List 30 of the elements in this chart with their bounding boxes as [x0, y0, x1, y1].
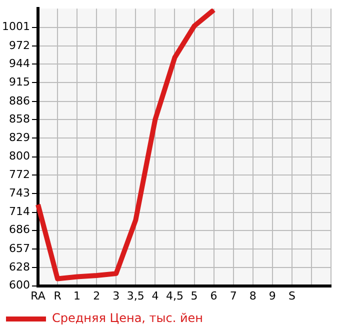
y-tick-label: 800 [8, 150, 30, 163]
y-tick-label: 657 [8, 242, 30, 255]
x-tick-label: 3 [112, 289, 120, 302]
x-tick-label: 1 [74, 289, 81, 302]
x-tick-label: 3,5 [126, 289, 144, 302]
y-tick-label: 915 [8, 76, 30, 89]
y-tick-label: 686 [8, 223, 30, 236]
x-tick-label: RA [30, 289, 46, 302]
x-tick-label: 4 [152, 289, 159, 302]
x-tick-label: 8 [249, 289, 256, 302]
x-tick-label: 6 [210, 289, 218, 302]
y-tick-label: 743 [8, 186, 30, 200]
y-tick-label: 944 [8, 56, 30, 70]
y-tick-label: 628 [8, 260, 30, 274]
y-tick-label: 858 [8, 112, 30, 126]
x-tick-label: 5 [190, 289, 198, 302]
y-tick-label: 772 [8, 168, 30, 181]
y-tick-label: 714 [8, 205, 30, 218]
y-tick-label: 886 [8, 94, 30, 108]
x-tick-label: R [54, 289, 62, 302]
legend-label: Средняя Цена, тыс. йен [52, 311, 204, 326]
x-tick-label: 2 [93, 289, 100, 302]
x-tick-label: 7 [230, 289, 237, 302]
y-tick-label: 600 [8, 278, 30, 292]
x-tick-label: 9 [268, 289, 276, 302]
x-tick-label: S [288, 289, 296, 302]
x-tick-label: 4,5 [166, 289, 184, 302]
y-tick-label: 829 [8, 131, 30, 144]
y-tick-label: 972 [8, 38, 30, 52]
y-tick-label: 1001 [2, 20, 30, 34]
